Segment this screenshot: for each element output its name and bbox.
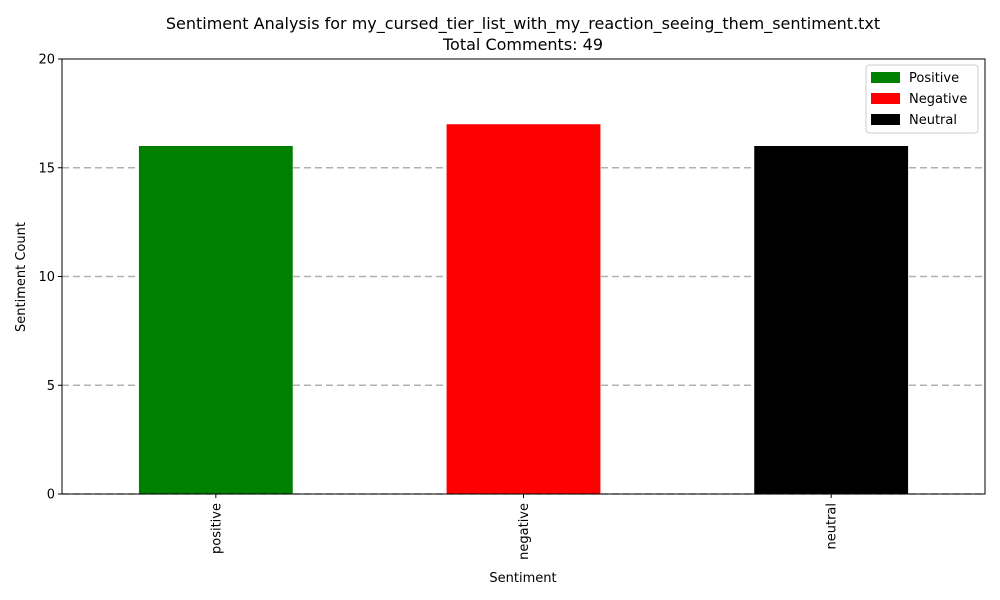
x-tick-label-negative: negative [517, 503, 532, 560]
legend-label-positive: Positive [909, 71, 959, 86]
legend: Positive Negative Neutral [865, 64, 979, 134]
y-tick-label: 20 [38, 53, 55, 68]
y-tick-label: 0 [47, 488, 55, 503]
legend-swatch-neutral [871, 114, 900, 125]
bar-positive [138, 146, 293, 494]
y-axis-ticks: 0 5 10 15 20 [38, 53, 62, 503]
legend-swatch-positive [871, 72, 900, 83]
x-tick-label-neutral: neutral [825, 503, 840, 550]
y-tick-label: 15 [38, 161, 55, 176]
x-axis-ticks: positive negative neutral [209, 494, 840, 560]
y-tick-label: 5 [47, 379, 55, 394]
x-tick-label-positive: positive [209, 503, 224, 554]
bars [138, 124, 909, 494]
bar-neutral [754, 146, 909, 494]
chart-title-line-2: Total Comments: 49 [442, 35, 603, 54]
x-axis-label: Sentiment [489, 571, 556, 586]
legend-swatch-negative [871, 93, 900, 104]
bar-negative [446, 124, 601, 494]
legend-label-neutral: Neutral [909, 113, 957, 128]
y-axis-label: Sentiment Count [14, 222, 29, 332]
chart-title-line-1: Sentiment Analysis for my_cursed_tier_li… [166, 14, 880, 34]
y-tick-label: 10 [38, 270, 55, 285]
legend-label-negative: Negative [909, 92, 967, 107]
